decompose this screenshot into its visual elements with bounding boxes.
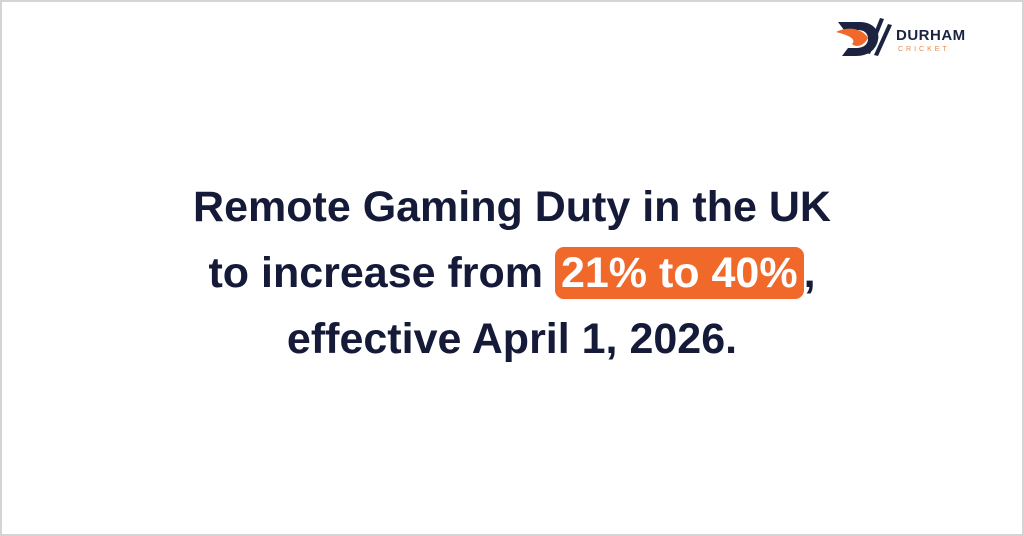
headline-line-3: effective April 1, 2026.: [286, 315, 738, 363]
durham-cricket-logo: DURHAM CRICKET: [834, 14, 984, 58]
logo-mark-icon: [836, 18, 892, 56]
headline-line-1: Remote Gaming Duty in the UK: [193, 183, 831, 231]
logo-name: DURHAM: [896, 27, 966, 44]
headline-line-2: to increase from 21% to 40%,: [2, 240, 1022, 306]
headline-text: to increase from: [208, 249, 555, 297]
headline: Remote Gaming Duty in the UK to increase…: [2, 174, 1022, 372]
logo-subtitle: CRICKET: [898, 46, 950, 53]
highlight-rate: 21% to 40%: [554, 247, 804, 299]
headline-comma: ,: [803, 249, 816, 297]
